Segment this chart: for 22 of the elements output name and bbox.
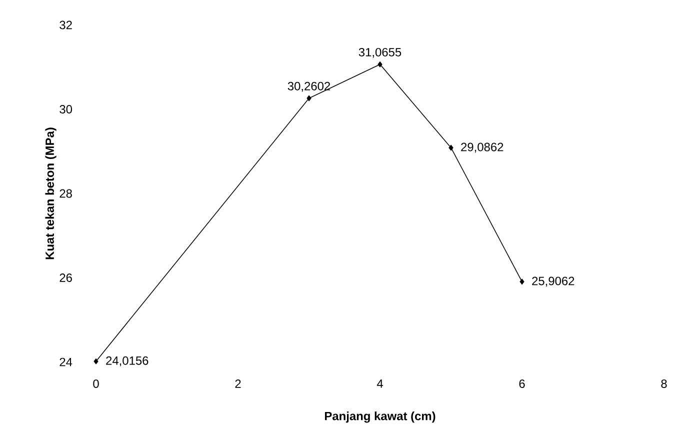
x-tick-label: 8 — [661, 380, 667, 388]
point — [94, 358, 98, 364]
data-label: 29,0862 — [461, 142, 504, 153]
y-tick-label: 30 — [60, 105, 72, 114]
point — [378, 61, 382, 68]
point — [520, 278, 524, 285]
data-label: 31,0655 — [358, 48, 402, 58]
data-label: 30,2602 — [288, 82, 330, 92]
point — [306, 95, 312, 102]
x-tick-label: 4 — [376, 380, 383, 388]
data-label: 25,9062 — [532, 276, 574, 287]
x-tick-label: 6 — [519, 380, 525, 388]
y-tick-label: 24 — [60, 358, 72, 366]
data-label: 24,0156 — [106, 356, 148, 366]
y-tick-label: 26 — [60, 274, 72, 282]
point — [448, 144, 454, 151]
x-axis-title: Panjang kawat (cm) — [325, 412, 436, 423]
y-axis-title: Kuat tekan beton (MPa) — [45, 128, 56, 260]
y-tick-label: 32 — [60, 20, 72, 30]
x-tick-label: 2 — [235, 380, 241, 388]
y-tick-label: 28 — [60, 189, 72, 198]
x-tick-label: 0 — [93, 380, 99, 388]
